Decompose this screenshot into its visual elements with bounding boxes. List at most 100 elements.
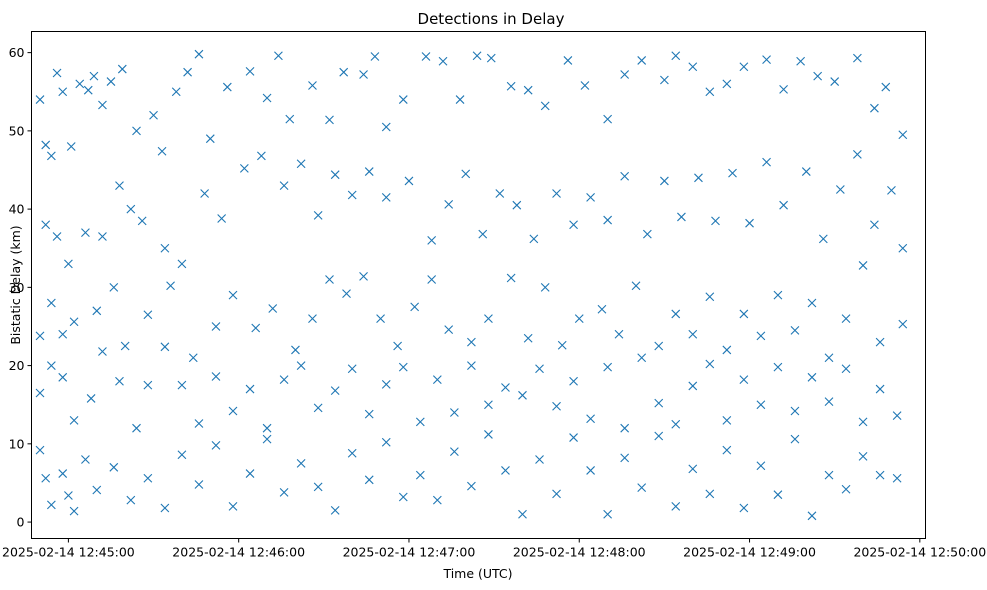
data-point <box>291 345 300 355</box>
data-point <box>393 341 403 351</box>
data-point <box>603 114 613 124</box>
data-point <box>177 259 187 269</box>
data-point <box>342 289 351 298</box>
data-point <box>790 434 800 444</box>
data-point <box>586 466 595 475</box>
data-point <box>739 375 749 385</box>
data-point <box>432 375 442 385</box>
data-point <box>58 469 68 478</box>
data-point <box>484 430 493 439</box>
data-point <box>143 380 153 390</box>
data-point <box>892 411 902 421</box>
data-point <box>529 234 539 244</box>
data-point <box>46 500 56 510</box>
data-point <box>852 53 862 63</box>
data-point <box>285 114 295 124</box>
data-point <box>421 52 431 61</box>
data-point <box>540 282 550 292</box>
data-point <box>251 323 261 333</box>
data-point <box>654 431 664 441</box>
data-point <box>279 487 289 497</box>
data-point <box>330 505 340 515</box>
data-point <box>171 87 181 97</box>
data-point <box>347 448 357 458</box>
data-point <box>200 189 210 198</box>
data-point <box>35 388 45 398</box>
data-point <box>841 484 851 494</box>
x-tick-label: 2025-02-14 12:45:00 <box>2 545 135 560</box>
data-point <box>75 79 85 89</box>
data-point <box>86 394 96 403</box>
data-point <box>603 215 613 225</box>
y-axis-title: Bistatic Delay (km) <box>8 225 23 344</box>
data-point <box>143 310 153 320</box>
data-point <box>495 189 505 198</box>
x-tick-label: 2025-02-14 12:48:00 <box>513 545 646 560</box>
data-point <box>486 53 496 63</box>
data-point <box>296 459 306 468</box>
data-point <box>467 337 476 347</box>
data-point <box>46 151 56 161</box>
data-point <box>52 68 62 78</box>
data-point <box>268 304 278 313</box>
data-point <box>875 384 885 394</box>
data-point <box>364 475 374 485</box>
data-point <box>501 383 510 392</box>
data-point <box>705 489 715 499</box>
data-point <box>308 81 317 90</box>
data-point <box>444 325 454 334</box>
data-point <box>330 170 340 180</box>
data-point <box>347 190 357 200</box>
data-point <box>364 409 374 419</box>
data-point <box>449 447 459 457</box>
data-point <box>398 95 408 104</box>
data-point <box>461 169 471 179</box>
data-point <box>881 82 891 92</box>
data-point <box>569 376 578 386</box>
data-point <box>35 331 45 341</box>
data-point <box>637 483 647 493</box>
data-point <box>149 110 158 120</box>
data-point <box>157 146 167 156</box>
data-point <box>66 142 76 151</box>
data-point <box>620 423 630 433</box>
data-point <box>256 151 266 161</box>
data-point <box>790 406 800 416</box>
data-point <box>858 417 868 427</box>
data-point <box>841 314 851 324</box>
data-point <box>404 176 414 186</box>
data-point <box>801 167 811 176</box>
y-tick-label: 0 <box>17 515 25 530</box>
data-point <box>308 314 317 324</box>
data-point <box>137 216 147 226</box>
data-point <box>228 502 238 511</box>
data-point <box>563 56 573 65</box>
data-point <box>870 103 879 113</box>
data-point <box>722 415 732 425</box>
data-point <box>126 204 136 214</box>
data-point <box>722 79 732 89</box>
data-point <box>756 461 766 471</box>
data-point <box>296 361 306 370</box>
data-point <box>228 406 238 416</box>
data-point <box>569 433 578 442</box>
data-point <box>160 243 170 253</box>
data-point <box>671 51 681 61</box>
data-point <box>410 302 420 312</box>
data-point <box>773 362 783 372</box>
data-point <box>756 400 766 410</box>
data-point <box>875 337 885 347</box>
data-point <box>580 81 590 90</box>
y-tick-label: 40 <box>9 202 25 217</box>
data-point <box>705 87 715 97</box>
data-point <box>887 185 896 195</box>
data-point <box>46 298 56 308</box>
data-point <box>381 437 391 447</box>
data-point <box>381 122 391 132</box>
data-point <box>449 408 459 417</box>
data-point <box>211 372 221 381</box>
data-point <box>620 70 630 79</box>
data-point <box>779 200 788 210</box>
data-point <box>115 181 124 191</box>
data-point <box>762 157 771 167</box>
